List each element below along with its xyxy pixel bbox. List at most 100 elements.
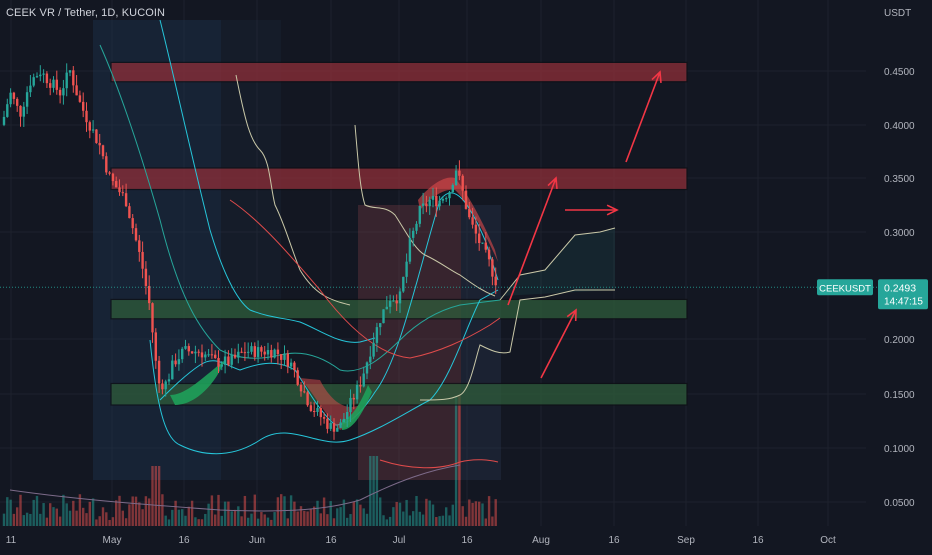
volume-bar bbox=[108, 519, 111, 526]
candle-body bbox=[250, 346, 253, 352]
volume-bar bbox=[471, 502, 474, 526]
candle-body bbox=[412, 230, 415, 238]
volume-bar bbox=[415, 496, 418, 526]
candle-body bbox=[266, 350, 270, 355]
symbol-tag-text: CEEKUSDT bbox=[819, 283, 871, 294]
volume-bar bbox=[68, 510, 72, 526]
candle-body bbox=[45, 73, 49, 84]
candle-body bbox=[296, 370, 299, 385]
candle-body bbox=[223, 356, 227, 365]
candle-body bbox=[342, 418, 346, 423]
candle-body bbox=[352, 397, 355, 400]
candle-body bbox=[108, 172, 111, 174]
volume-bar bbox=[220, 515, 223, 526]
candle-body bbox=[286, 353, 289, 367]
candle-body bbox=[85, 110, 88, 123]
volume-bar bbox=[62, 494, 65, 526]
volume-bar bbox=[408, 515, 412, 526]
candle-body bbox=[451, 185, 454, 193]
arrow-to-upper-resistance[interactable] bbox=[625, 71, 661, 163]
candle-body bbox=[118, 187, 121, 193]
volume-bar bbox=[441, 515, 445, 526]
volume-bar bbox=[349, 514, 352, 526]
volume-bar bbox=[306, 511, 309, 526]
arrow-to-support[interactable] bbox=[540, 309, 577, 379]
volume-bar bbox=[121, 510, 124, 526]
cloud-upper bbox=[499, 227, 616, 301]
volume-bar bbox=[65, 503, 68, 526]
arrow-to-resistance[interactable] bbox=[507, 177, 557, 306]
volume-bar bbox=[207, 503, 210, 526]
volume-bar bbox=[32, 499, 35, 526]
volume-bar bbox=[39, 513, 42, 526]
arrow-to-resistance-head bbox=[547, 176, 558, 190]
candle-body bbox=[441, 198, 445, 201]
volume-bar bbox=[171, 509, 174, 526]
volume-bar bbox=[342, 499, 346, 526]
price-axis[interactable]: USDT 0.4500 0.4000 0.3500 0.3000 0.2000 0.1500… bbox=[884, 8, 915, 509]
volume-bar bbox=[263, 514, 266, 526]
volume-bar bbox=[313, 506, 316, 526]
candle-body bbox=[29, 85, 32, 93]
resistance-zone[interactable] bbox=[110, 61, 688, 83]
volume-bar bbox=[58, 516, 62, 526]
volume-bar bbox=[385, 519, 388, 526]
candle-body bbox=[382, 309, 385, 324]
candle-body bbox=[247, 351, 250, 353]
volume-bar bbox=[458, 396, 461, 526]
volume-bar bbox=[316, 500, 319, 526]
volume-bar bbox=[365, 513, 369, 526]
volume-bar bbox=[35, 495, 39, 526]
volume-bar bbox=[177, 509, 181, 526]
volume-bar bbox=[468, 499, 471, 526]
volume-bar bbox=[29, 513, 32, 526]
pair-title: CEEK VR / Tether, 1D, KUCOIN bbox=[6, 7, 166, 19]
volume-bar bbox=[352, 502, 355, 526]
candle-body bbox=[157, 360, 161, 384]
candle-body bbox=[438, 200, 441, 207]
time-axis[interactable]: 11 May 16 Jun 16 Jul 16 Aug 16 Sep 16 Oct bbox=[6, 535, 836, 546]
candle-body bbox=[243, 352, 247, 354]
candle-body bbox=[471, 217, 474, 225]
candle-body bbox=[214, 354, 217, 359]
candle-body bbox=[55, 79, 58, 90]
candle-body bbox=[42, 73, 45, 75]
volume-bar bbox=[481, 503, 484, 526]
candle-body bbox=[6, 104, 9, 117]
candle-body bbox=[200, 352, 204, 358]
candle-body bbox=[339, 422, 342, 428]
candle-body bbox=[487, 249, 491, 260]
candle-body bbox=[210, 354, 214, 356]
candle-body bbox=[227, 356, 230, 365]
volume-bar bbox=[322, 497, 326, 526]
bollinger-upper bbox=[159, 19, 376, 343]
ichimoku-base bbox=[354, 124, 496, 297]
range-shade-blue bbox=[93, 20, 221, 480]
volume-bar bbox=[6, 497, 9, 526]
candle-body bbox=[88, 122, 91, 131]
volume-bar bbox=[227, 501, 230, 526]
volume-bar bbox=[435, 517, 438, 526]
x-tick-label: May bbox=[103, 535, 122, 546]
volume-bar bbox=[85, 513, 88, 526]
candle-body bbox=[184, 346, 187, 349]
volume-bar bbox=[355, 499, 359, 526]
volume-bar bbox=[138, 502, 141, 526]
candle-body bbox=[365, 362, 369, 374]
candle-body bbox=[379, 323, 382, 328]
volume-bar bbox=[375, 456, 379, 526]
y-tick-label: 0.4000 bbox=[884, 121, 915, 132]
candle-body bbox=[19, 105, 22, 117]
volume-bar bbox=[250, 513, 253, 526]
candle-body bbox=[62, 88, 65, 96]
volume-bar bbox=[151, 466, 154, 526]
resistance-zone[interactable] bbox=[110, 167, 688, 191]
support-zone[interactable] bbox=[110, 382, 688, 406]
volume-bar bbox=[339, 507, 342, 526]
volume-bar bbox=[144, 496, 148, 526]
volume-bar bbox=[329, 501, 332, 526]
candle-body bbox=[32, 77, 35, 86]
cloud-fill bbox=[500, 228, 615, 300]
volume-bars bbox=[2, 396, 497, 526]
